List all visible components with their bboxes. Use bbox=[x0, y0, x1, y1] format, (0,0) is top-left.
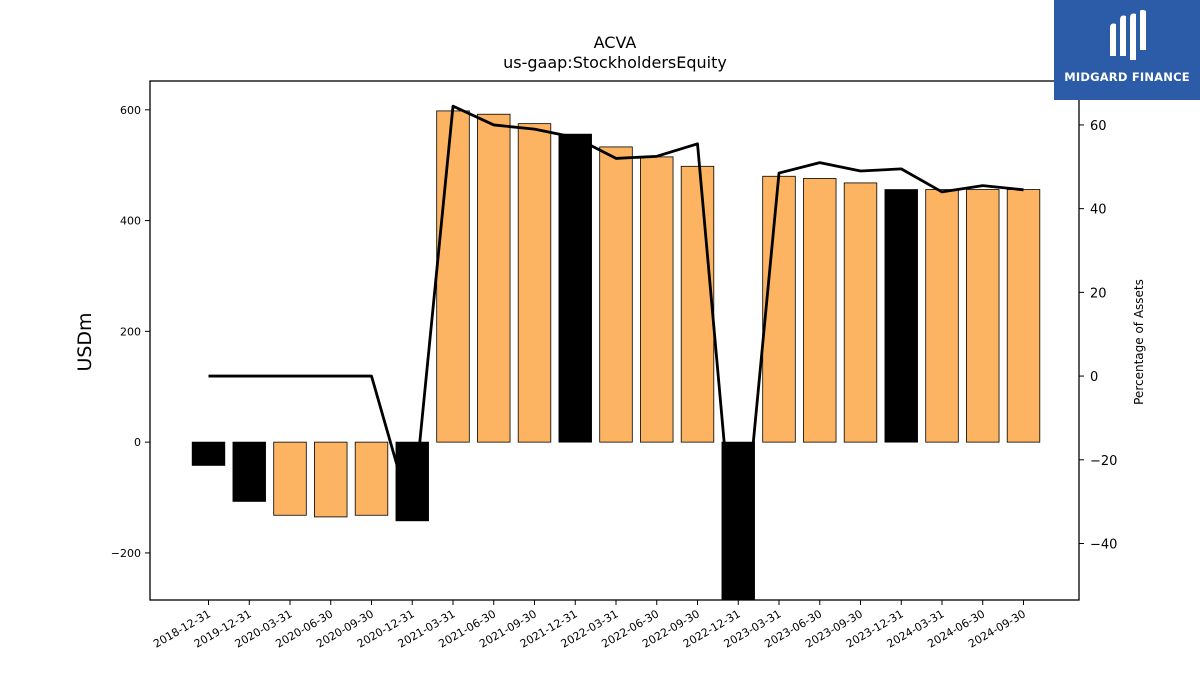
left-tick-label: 0 bbox=[134, 436, 141, 449]
left-tick-label: 600 bbox=[120, 104, 141, 117]
x-axis: 2018-12-312019-12-312020-03-312020-06-30… bbox=[151, 600, 1028, 651]
bar bbox=[680, 165, 715, 443]
logo: MIDGARD FINANCE bbox=[1054, 0, 1200, 100]
chart-title: ACVA bbox=[594, 33, 637, 52]
bar bbox=[762, 175, 796, 443]
bar bbox=[314, 441, 348, 518]
right-tick-label: −40 bbox=[1090, 537, 1117, 552]
bar bbox=[843, 182, 878, 443]
bar bbox=[640, 156, 674, 443]
left-tick-label: 400 bbox=[120, 215, 141, 228]
bar-series bbox=[191, 110, 1041, 601]
chart-subtitle: us-gaap:StockholdersEquity bbox=[503, 53, 727, 72]
bar bbox=[558, 133, 592, 443]
right-tick-label: 60 bbox=[1090, 119, 1107, 134]
right-axis-label: Percentage of Assets bbox=[1132, 279, 1146, 405]
left-tick-label: 200 bbox=[120, 325, 141, 338]
bar bbox=[436, 110, 470, 443]
plot-frame bbox=[149, 80, 1080, 601]
bar bbox=[599, 146, 633, 443]
bar bbox=[477, 113, 511, 443]
right-tick-label: 20 bbox=[1090, 286, 1107, 301]
right-axis: −40 −20 0 20 40 60 bbox=[1079, 119, 1117, 552]
logo-mark-icon bbox=[1110, 10, 1146, 60]
bar bbox=[232, 441, 266, 502]
right-tick-label: −20 bbox=[1090, 454, 1117, 469]
bar bbox=[925, 189, 959, 443]
bar bbox=[1006, 189, 1041, 443]
bar bbox=[966, 189, 1000, 443]
bar bbox=[354, 441, 389, 516]
right-tick-label: 0 bbox=[1090, 370, 1098, 385]
left-axis: −200 0 200 400 600 bbox=[111, 104, 150, 560]
bar bbox=[191, 441, 226, 466]
line-path bbox=[208, 104, 1024, 600]
bar bbox=[803, 178, 837, 443]
bar bbox=[884, 189, 918, 443]
bar bbox=[273, 441, 307, 516]
left-tick-label: −200 bbox=[111, 547, 141, 560]
line-series bbox=[208, 104, 1024, 600]
left-axis-label: USDm bbox=[74, 312, 96, 371]
right-tick-label: 40 bbox=[1090, 203, 1107, 218]
logo-text: MIDGARD FINANCE bbox=[1064, 70, 1190, 84]
bar bbox=[517, 123, 552, 443]
